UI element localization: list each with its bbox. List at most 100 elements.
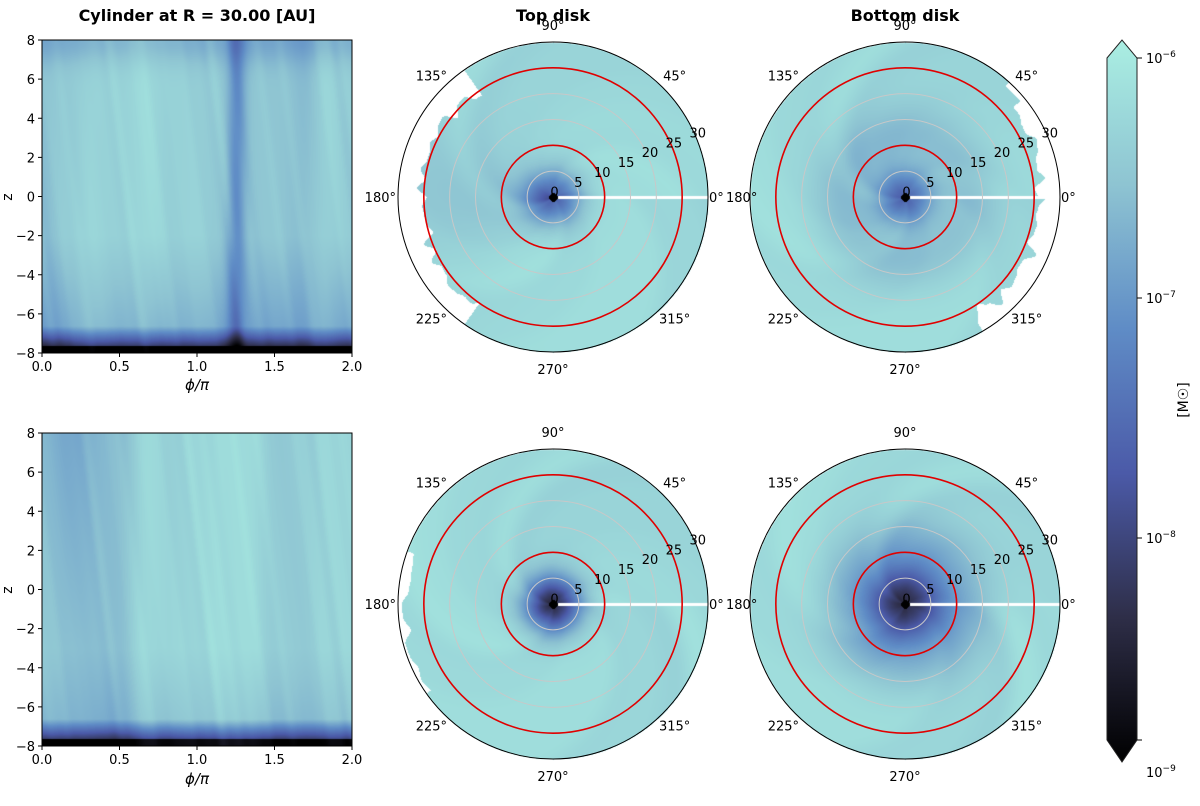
radial-grid-circle (878, 170, 932, 224)
radial-grid-circle (475, 119, 631, 275)
radial-tick-label: 10 (946, 166, 963, 181)
y-tick-label: 4 (27, 112, 35, 127)
title-top-disk: Top disk (516, 6, 590, 25)
angle-label: 0° (1061, 191, 1076, 206)
red-circle (852, 551, 958, 657)
y-tick-label: −8 (16, 347, 35, 362)
angle-label: 180° (365, 191, 396, 206)
radial-grid-circle (449, 93, 657, 301)
radial-grid-circle (449, 500, 657, 708)
radial-tick-label: 15 (970, 156, 987, 171)
radial-tick-label: 20 (994, 553, 1011, 568)
angle-label: 0° (709, 598, 724, 613)
x-tick-label: 2.0 (342, 360, 363, 375)
radial-tick-label: 5 (926, 176, 934, 191)
radial-tick-label: 0 (550, 186, 558, 201)
radial-grid-circle (526, 577, 580, 631)
angle-label: 135° (768, 69, 799, 84)
radial-tick-label: 10 (594, 573, 611, 588)
title-cylinder: Cylinder at R = 30.00 [AU] (79, 6, 316, 25)
x-tick-label: 0.5 (109, 360, 130, 375)
angle-label: 135° (416, 69, 447, 84)
y-tick-label: −2 (16, 623, 35, 638)
angle-label: 225° (416, 313, 447, 328)
radial-tick-label: 0 (550, 593, 558, 608)
radial-tick-label: 25 (666, 543, 683, 558)
angle-label: 90° (541, 19, 564, 34)
red-circle (423, 67, 683, 327)
colorbar: [M☉] 10−6 10−7 10−8 10−9 (1106, 39, 1192, 781)
radial-tick-label: 10 (946, 573, 963, 588)
y-tick-label: 4 (27, 505, 35, 520)
radial-tick-label: 30 (689, 126, 706, 141)
x-tick-label: 1.5 (264, 360, 285, 375)
radial-tick-label: 20 (994, 146, 1011, 161)
radial-tick-label: 5 (574, 583, 582, 598)
angle-label: 45° (1015, 69, 1038, 84)
y-tick-label: 0 (27, 584, 35, 599)
red-circle (775, 474, 1035, 734)
polar-axes: 0 5 10 15 20 25 30 0° 45° 90° 135° 180° 225° 270° 315° (726, 19, 1076, 378)
angle-label: 315° (1011, 720, 1042, 735)
y-tick-label: −4 (16, 269, 35, 284)
y-tick-label: 2 (27, 151, 35, 166)
polar-frame (397, 41, 709, 353)
y-tick-label: −8 (16, 740, 35, 755)
radial-grid-circle (801, 500, 1009, 708)
colorbar-tick-label: 10−7 (1146, 290, 1176, 307)
title-bottom-disk: Bottom disk (851, 6, 960, 25)
red-circle (500, 551, 606, 657)
angle-label: 180° (365, 598, 396, 613)
y-tick-label: −6 (16, 701, 35, 716)
colorbar-body (1106, 39, 1138, 763)
axes-frame (41, 39, 353, 354)
y-tick-label: 0 (27, 191, 35, 206)
angle-label: 315° (659, 720, 690, 735)
colorbar-tick-label: 10−9 (1146, 764, 1176, 781)
radial-tick-label: 5 (574, 176, 582, 191)
colorbar-tick-label: 10−8 (1146, 530, 1176, 547)
polar-frame (749, 448, 1061, 760)
polar-axes: 0 5 10 15 20 25 30 0° 45° 90° 135° 180° 225° 270° 315° (365, 426, 724, 785)
angle-label: 270° (889, 363, 920, 378)
angle-label: 180° (726, 598, 757, 613)
y-tick-label: −6 (16, 308, 35, 323)
polar-frame (397, 448, 709, 760)
angle-label: 0° (1061, 598, 1076, 613)
angle-label: 270° (537, 363, 568, 378)
y-tick-label: 8 (27, 427, 35, 442)
angle-label: 225° (768, 720, 799, 735)
angle-label: 45° (663, 69, 686, 84)
y-tick-label: 6 (27, 73, 35, 88)
angle-label: 90° (893, 426, 916, 441)
angle-label: 270° (537, 770, 568, 785)
angle-label: 45° (1015, 476, 1038, 491)
angle-label: 135° (768, 476, 799, 491)
radial-grid-circle (878, 577, 932, 631)
cylinder-heatmap-top (42, 40, 352, 353)
angle-label: 180° (726, 191, 757, 206)
y-tick-label: −4 (16, 662, 35, 677)
polar-axes: 0 5 10 15 20 25 30 0° 45° 90° 135° 180° 225° 270° 315° (726, 426, 1076, 785)
radial-grid-circle (827, 526, 983, 682)
radial-tick-label: 25 (1018, 136, 1035, 151)
ylabel-bottom: z (0, 586, 16, 593)
radial-tick-label: 15 (618, 156, 635, 171)
angle-label: 45° (663, 476, 686, 491)
cylinder-heatmap-bottom (42, 433, 352, 746)
polar-frame (749, 41, 1061, 353)
y-tick-label: 2 (27, 544, 35, 559)
radial-grid-circle (475, 526, 631, 682)
colorbar-tick-label: 10−6 (1146, 50, 1176, 67)
radial-tick-label: 0 (902, 186, 910, 201)
radial-tick-label: 20 (642, 146, 659, 161)
radial-tick-label: 30 (689, 533, 706, 548)
x-tick-label: 1.0 (187, 753, 208, 768)
radial-tick-label: 10 (594, 166, 611, 181)
red-circle (852, 144, 958, 250)
polar-axes: 0 5 10 15 20 25 30 0° 45° 90° 135° 180° 225° 270° 315° (365, 19, 724, 378)
xlabel-top: ϕ/π (185, 376, 210, 394)
angle-label: 90° (541, 426, 564, 441)
angle-label: 315° (659, 313, 690, 328)
